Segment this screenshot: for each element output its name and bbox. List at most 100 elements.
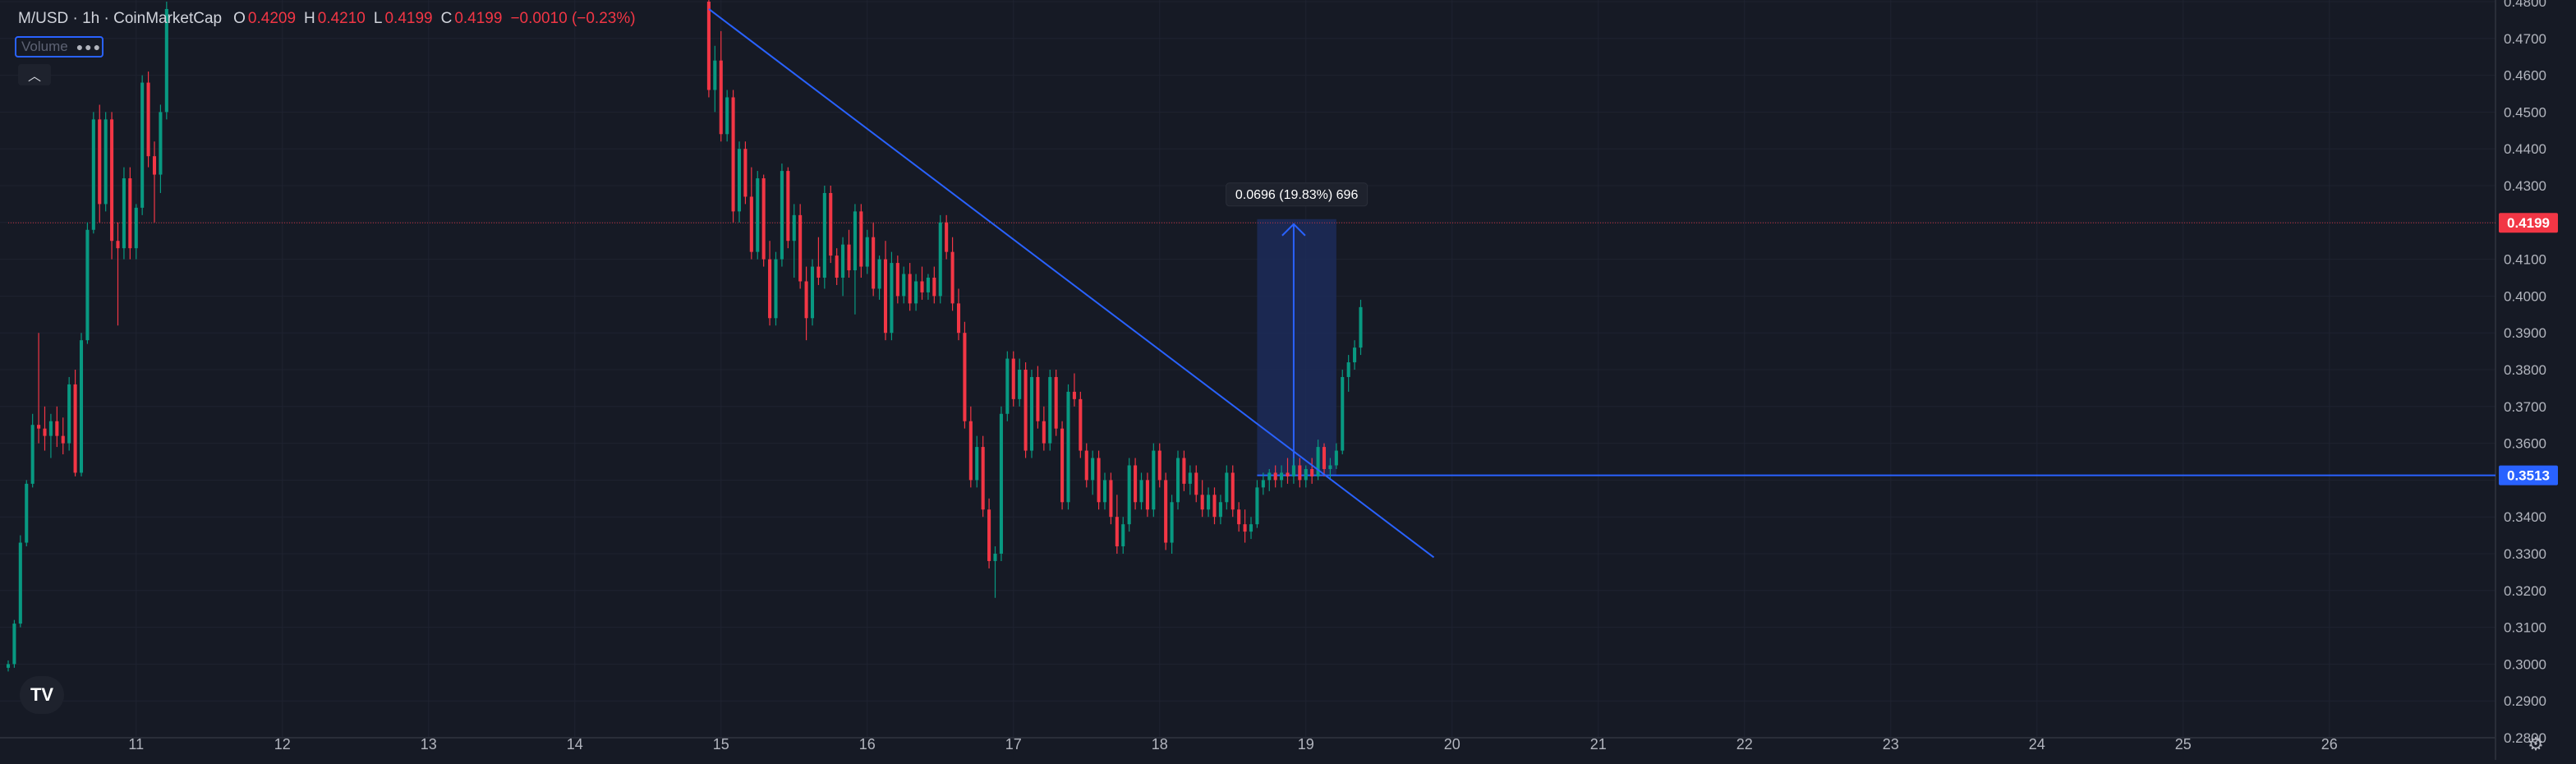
candle-body xyxy=(1249,524,1254,532)
candle xyxy=(706,0,711,98)
candle xyxy=(872,222,876,297)
candle xyxy=(1066,384,1070,510)
candle-body xyxy=(1036,376,1040,421)
candle xyxy=(30,413,34,488)
trendline xyxy=(708,8,1435,559)
candle xyxy=(152,141,157,223)
candle-body xyxy=(774,259,778,319)
candle xyxy=(963,321,967,429)
open-value: 0.4209 xyxy=(247,10,297,27)
candle xyxy=(1042,406,1046,451)
collapse-legend-button[interactable]: ︿ xyxy=(18,64,51,85)
candle xyxy=(1048,370,1052,451)
candle-body xyxy=(1182,458,1186,484)
candle-body xyxy=(1346,362,1350,377)
candle xyxy=(128,167,132,260)
candle xyxy=(1005,351,1010,421)
candle xyxy=(902,266,906,304)
candle-body xyxy=(938,222,942,297)
candle xyxy=(968,406,973,488)
gear-icon[interactable]: ⚙ xyxy=(2528,734,2544,754)
price-tick-label: 0.3200 xyxy=(2504,583,2546,599)
candle-body xyxy=(981,447,985,510)
candle xyxy=(1328,458,1332,481)
price-badge xyxy=(2499,213,2558,233)
candle xyxy=(950,237,954,311)
candle xyxy=(737,141,742,223)
candle-body xyxy=(835,255,839,278)
candle-body xyxy=(1029,376,1034,451)
candle xyxy=(104,112,108,212)
candle-body xyxy=(945,222,949,252)
candle xyxy=(756,171,760,260)
price-badge xyxy=(2499,465,2558,486)
price-tick-label: 0.3900 xyxy=(2504,325,2546,341)
candle-body xyxy=(1097,458,1101,503)
candle xyxy=(956,288,961,341)
candle xyxy=(43,406,47,451)
price-tick-label: 0.3000 xyxy=(2504,656,2546,672)
high-value: 0.4210 xyxy=(317,10,366,27)
price-tick-label: 0.4700 xyxy=(2504,31,2546,47)
open-label: O xyxy=(233,10,246,27)
candle-body xyxy=(895,263,899,297)
candle-body xyxy=(853,211,857,271)
candle xyxy=(1243,509,1247,543)
candle xyxy=(1170,495,1174,554)
candle xyxy=(1273,465,1277,488)
candle-body xyxy=(1298,465,1302,481)
volume-indicator-badge[interactable]: Volume ●●● xyxy=(15,36,104,58)
candle-body xyxy=(140,82,145,208)
candle-body xyxy=(950,251,954,304)
candle-body xyxy=(1341,376,1345,451)
candle-body xyxy=(706,2,711,90)
candle-body xyxy=(914,281,918,304)
candle-body xyxy=(1072,391,1076,399)
candle-body xyxy=(55,421,59,436)
candle xyxy=(164,2,168,120)
symbol-title[interactable]: M/USD · 1h · CoinMarketCap xyxy=(18,10,223,27)
candle-body xyxy=(932,278,936,297)
candle-body xyxy=(1139,480,1143,503)
candle xyxy=(1188,465,1192,495)
candle-body xyxy=(883,259,888,334)
price-tick-label: 0.3100 xyxy=(2504,620,2546,636)
candle xyxy=(55,406,59,448)
candle-body xyxy=(79,340,84,473)
candle xyxy=(1175,450,1180,510)
candle xyxy=(48,413,53,458)
candle-body xyxy=(25,483,29,543)
candle-body xyxy=(902,274,906,297)
time-tick-label: 15 xyxy=(713,736,729,752)
price-tick-label: 0.4000 xyxy=(2504,288,2546,304)
candle xyxy=(1097,450,1101,510)
candle xyxy=(1322,443,1327,476)
candle-body xyxy=(30,425,34,484)
candle xyxy=(1334,443,1338,469)
tradingview-logo-icon[interactable]: TV xyxy=(20,676,64,714)
candle-body xyxy=(1018,370,1022,399)
candle xyxy=(1072,373,1076,407)
candle-body xyxy=(12,624,16,665)
measure-label: 0.0696 (19.83%) 696 xyxy=(1235,188,1359,202)
candle xyxy=(835,248,839,285)
candle-body xyxy=(116,241,120,249)
candle-body xyxy=(1316,447,1320,476)
candle-body xyxy=(1322,447,1327,469)
candle-body xyxy=(1200,495,1204,510)
price-badge-label: 0.3513 xyxy=(2507,468,2550,484)
candle xyxy=(774,251,778,326)
candle xyxy=(18,535,22,628)
candle xyxy=(804,266,808,341)
candle-body xyxy=(987,509,991,561)
candle-body xyxy=(1011,358,1015,399)
candle-body xyxy=(816,266,821,278)
candle-body xyxy=(786,171,790,242)
candle xyxy=(85,222,90,344)
candle-body xyxy=(1152,450,1156,510)
more-dots-icon[interactable]: ●●● xyxy=(76,40,103,53)
candle-body xyxy=(61,435,65,444)
price-tick-label: 0.2900 xyxy=(2504,693,2546,709)
